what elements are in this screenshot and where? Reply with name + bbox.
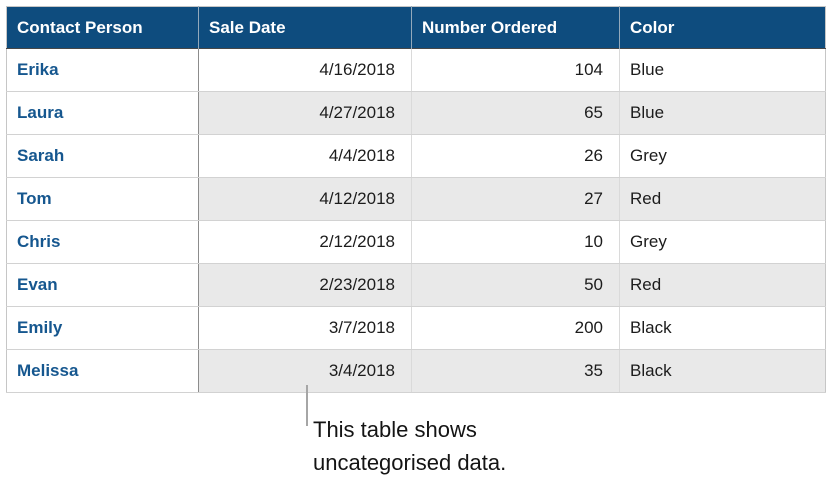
number-ordered-cell[interactable]: 26 xyxy=(411,134,620,178)
table-row: Sarah 4/4/2018 26 Grey xyxy=(6,134,826,178)
contact-name-cell[interactable]: Chris xyxy=(6,220,199,264)
contact-name-cell[interactable]: Laura xyxy=(6,91,199,135)
color-cell[interactable]: Grey xyxy=(619,134,826,178)
number-ordered-cell[interactable]: 104 xyxy=(411,48,620,92)
sale-date-cell[interactable]: 3/7/2018 xyxy=(198,306,412,350)
color-cell[interactable]: Black xyxy=(619,349,826,393)
table-header-row: Contact Person Sale Date Number Ordered … xyxy=(6,6,826,49)
column-header-contact-person[interactable]: Contact Person xyxy=(6,6,199,49)
number-ordered-cell[interactable]: 65 xyxy=(411,91,620,135)
sale-date-cell[interactable]: 4/16/2018 xyxy=(198,48,412,92)
contact-name-cell[interactable]: Melissa xyxy=(6,349,199,393)
column-header-sale-date[interactable]: Sale Date xyxy=(198,6,412,49)
callout-text: This table shows uncategorised data. xyxy=(313,413,506,479)
table-row: Tom 4/12/2018 27 Red xyxy=(6,177,826,221)
contact-name-cell[interactable]: Sarah xyxy=(6,134,199,178)
color-cell[interactable]: Red xyxy=(619,177,826,221)
callout-connector-line xyxy=(306,385,308,426)
callout-text-line-1: This table shows xyxy=(313,417,477,442)
number-ordered-cell[interactable]: 10 xyxy=(411,220,620,264)
uncategorized-data-table: Contact Person Sale Date Number Ordered … xyxy=(6,6,826,393)
table-row: Chris 2/12/2018 10 Grey xyxy=(6,220,826,264)
number-ordered-cell[interactable]: 27 xyxy=(411,177,620,221)
color-cell[interactable]: Blue xyxy=(619,91,826,135)
sale-date-cell[interactable]: 4/27/2018 xyxy=(198,91,412,135)
number-ordered-cell[interactable]: 200 xyxy=(411,306,620,350)
sale-date-cell[interactable]: 4/4/2018 xyxy=(198,134,412,178)
sale-date-cell[interactable]: 2/23/2018 xyxy=(198,263,412,307)
color-cell[interactable]: Blue xyxy=(619,48,826,92)
sale-date-cell[interactable]: 4/12/2018 xyxy=(198,177,412,221)
column-header-color[interactable]: Color xyxy=(619,6,826,49)
column-header-number-ordered[interactable]: Number Ordered xyxy=(411,6,620,49)
table-row: Evan 2/23/2018 50 Red xyxy=(6,263,826,307)
table-row: Laura 4/27/2018 65 Blue xyxy=(6,91,826,135)
number-ordered-cell[interactable]: 35 xyxy=(411,349,620,393)
sale-date-cell[interactable]: 2/12/2018 xyxy=(198,220,412,264)
number-ordered-cell[interactable]: 50 xyxy=(411,263,620,307)
color-cell[interactable]: Red xyxy=(619,263,826,307)
callout-text-line-2: uncategorised data. xyxy=(313,450,507,475)
sale-date-cell[interactable]: 3/4/2018 xyxy=(198,349,412,393)
contact-name-cell[interactable]: Evan xyxy=(6,263,199,307)
table-row: Erika 4/16/2018 104 Blue xyxy=(6,48,826,92)
table-row: Emily 3/7/2018 200 Black xyxy=(6,306,826,350)
contact-name-cell[interactable]: Tom xyxy=(6,177,199,221)
table-row: Melissa 3/4/2018 35 Black xyxy=(6,349,826,393)
color-cell[interactable]: Grey xyxy=(619,220,826,264)
color-cell[interactable]: Black xyxy=(619,306,826,350)
contact-name-cell[interactable]: Emily xyxy=(6,306,199,350)
contact-name-cell[interactable]: Erika xyxy=(6,48,199,92)
